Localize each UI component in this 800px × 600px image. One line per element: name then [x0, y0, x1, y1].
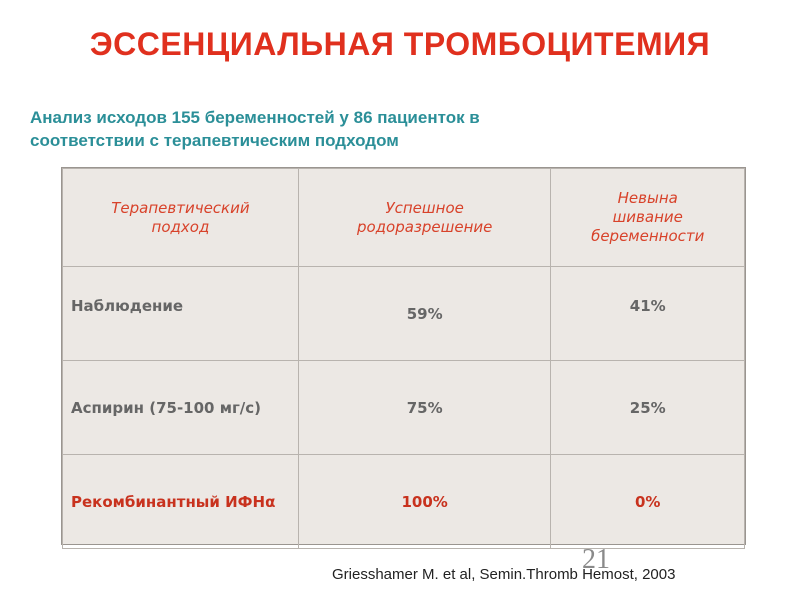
outcomes-table-container: Терапевтический подход Успешное родоразр… — [61, 167, 746, 549]
success-value: 75% — [297, 360, 552, 455]
outcomes-table: Терапевтический подход Успешное родоразр… — [62, 168, 745, 549]
loss-value: 0% — [550, 454, 745, 549]
success-value: 100% — [297, 454, 552, 549]
row-label-text: Наблюдение — [71, 296, 184, 315]
page-number: 21 — [582, 544, 610, 575]
row-label-text: Аспирин (75-100 мг/с) — [71, 398, 262, 417]
success-value-text: 59% — [406, 304, 443, 323]
table-row: Наблюдение 59% 41% — [62, 266, 745, 361]
success-value: 59% — [297, 266, 552, 361]
loss-value-text: 0% — [635, 492, 661, 511]
row-label: Наблюдение — [62, 266, 299, 361]
header-therapy-label: Терапевтический подход — [111, 198, 250, 236]
header-therapy: Терапевтический подход — [62, 168, 299, 267]
table-row: Рекомбинантный ИФНα 100% 0% — [62, 454, 745, 549]
row-label-text: Рекомбинантный ИФНα — [71, 492, 276, 511]
header-loss-label: Невына шивание беременности — [591, 189, 705, 245]
loss-value-text: 41% — [629, 296, 666, 315]
success-value-text: 75% — [406, 398, 443, 417]
table-row: Аспирин (75-100 мг/с) 75% 25% — [62, 360, 745, 455]
header-loss: Невына шивание беременности — [550, 168, 745, 267]
header-success-label: Успешное родоразрешение — [356, 198, 493, 236]
loss-value: 41% — [550, 266, 745, 361]
row-label: Аспирин (75-100 мг/с) — [62, 360, 299, 455]
table-header-row: Терапевтический подход Успешное родоразр… — [62, 168, 745, 267]
header-success: Успешное родоразрешение — [297, 168, 552, 267]
citation: Griesshamer M. et al, Semin.Thromb Hemos… — [332, 566, 676, 583]
slide-title: ЭССЕНЦИАЛЬНАЯ ТРОМБОЦИТЕМИЯ — [89, 26, 711, 62]
loss-value: 25% — [550, 360, 745, 455]
row-label: Рекомбинантный ИФНα — [62, 454, 299, 549]
slide-subtitle: Анализ исходов 155 беременностей у 86 па… — [30, 108, 480, 150]
success-value-text: 100% — [401, 492, 448, 511]
loss-value-text: 25% — [629, 398, 666, 417]
